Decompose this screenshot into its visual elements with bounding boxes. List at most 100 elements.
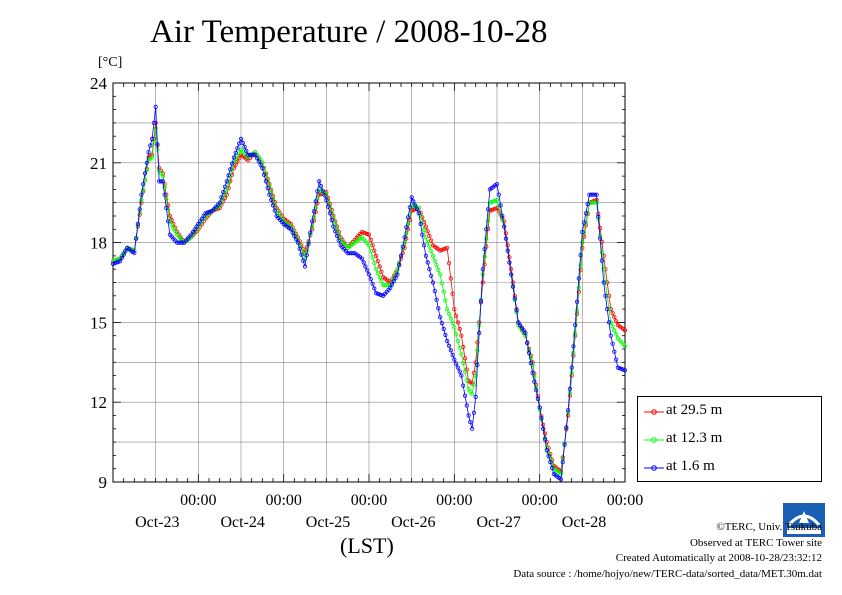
series-point-2 <box>162 192 167 197</box>
series-point-0 <box>622 328 628 333</box>
series-point-1 <box>141 188 146 193</box>
series-point-1 <box>142 178 148 183</box>
series-point-2 <box>350 251 356 256</box>
series-point-2 <box>359 256 364 261</box>
series-point-2 <box>594 192 599 197</box>
series-point-0 <box>503 231 508 236</box>
series-point-0 <box>427 233 432 238</box>
series-point-2 <box>462 393 468 398</box>
series-point-2 <box>544 447 549 453</box>
series-point-2 <box>581 220 587 225</box>
series-point-0 <box>359 229 364 235</box>
x-tick-label-date: Oct-28 <box>562 514 606 531</box>
series-point-2 <box>514 308 519 313</box>
series-point-1 <box>304 248 309 253</box>
series-point-1 <box>311 215 316 220</box>
series-point-2 <box>233 150 238 155</box>
series-point-0 <box>453 313 459 318</box>
series-point-2 <box>269 197 274 203</box>
series-point-2 <box>439 320 444 326</box>
series-point-1 <box>528 355 533 360</box>
x-tick-label-date: Oct-25 <box>306 514 350 531</box>
series-point-1 <box>459 352 464 357</box>
series-point-2 <box>571 344 576 349</box>
series-point-0 <box>491 207 496 212</box>
series-point-2 <box>427 267 432 272</box>
series-point-2 <box>420 232 425 237</box>
chart-title: Air Temperature / 2008-10-28 <box>150 14 548 50</box>
series-point-2 <box>525 340 530 346</box>
series-point-2 <box>221 190 226 195</box>
series-point-1 <box>169 222 174 227</box>
series-point-2 <box>395 272 400 277</box>
series-point-2 <box>528 360 533 366</box>
x-tick-label-time: 00:00 <box>180 492 216 509</box>
series-point-2 <box>160 179 165 184</box>
series-point-1 <box>446 311 452 316</box>
series-point-2 <box>574 299 580 304</box>
series-point-2 <box>292 233 297 238</box>
series-point-2 <box>301 258 306 263</box>
series-point-1 <box>482 254 487 259</box>
series-point-1 <box>150 155 155 160</box>
series-point-0 <box>379 269 384 274</box>
series-point-2 <box>421 243 427 248</box>
series-point-2 <box>308 230 313 235</box>
series-point-2 <box>311 209 316 214</box>
y-tick-label: 24 <box>90 74 108 93</box>
series-point-2 <box>480 267 485 272</box>
chart-legend: at 29.5 m at 12.3 m at 1.6 m <box>637 396 822 482</box>
series-point-2 <box>526 350 532 356</box>
series-point-1 <box>379 279 384 284</box>
legend-label: at 12.3 m <box>666 430 723 446</box>
series-point-2 <box>203 211 208 216</box>
series-point-1 <box>441 289 446 294</box>
series-point-0 <box>373 253 379 258</box>
legend-item-12-3m: at 12.3 m <box>638 430 821 450</box>
series-point-2 <box>322 193 327 198</box>
series-point-2 <box>388 285 393 290</box>
series-point-0 <box>448 276 453 281</box>
series-point-2 <box>475 362 480 368</box>
series-point-2 <box>583 211 589 216</box>
series-point-2 <box>148 143 153 148</box>
series-point-2 <box>459 373 464 378</box>
series-point-1 <box>439 281 444 286</box>
terc-logo-icon <box>783 503 825 537</box>
series-point-1 <box>574 308 580 313</box>
observed-text: Observed at TERC Tower site <box>689 536 822 549</box>
series-point-2 <box>535 396 541 401</box>
series-point-2 <box>416 211 421 216</box>
series-point-0 <box>475 340 480 345</box>
series-point-2 <box>397 263 402 268</box>
series-point-2 <box>363 264 368 269</box>
series-point-2 <box>306 241 311 246</box>
x-tick-label-date: Oct-24 <box>220 514 264 531</box>
series-point-2 <box>560 459 565 465</box>
series-point-2 <box>507 260 512 265</box>
series-point-2 <box>400 244 405 249</box>
series-point-0 <box>613 318 619 324</box>
series-point-1 <box>164 196 169 201</box>
series-point-0 <box>505 243 510 248</box>
series-point-2 <box>404 225 409 230</box>
series-point-0 <box>450 291 455 296</box>
series-point-1 <box>423 235 428 240</box>
series-point-2 <box>263 179 268 184</box>
series-point-1 <box>485 218 491 223</box>
series-point-2 <box>372 286 377 291</box>
series-point-0 <box>480 280 485 285</box>
series-point-0 <box>368 237 373 242</box>
series-point-1 <box>464 378 469 383</box>
series-point-2 <box>231 155 236 160</box>
series-point-2 <box>155 142 160 147</box>
y-tick-label: 15 <box>90 313 107 332</box>
series-point-2 <box>254 156 260 161</box>
series-point-2 <box>548 459 553 465</box>
series-point-2 <box>288 227 293 232</box>
series-point-2 <box>253 152 258 157</box>
series-point-2 <box>562 442 567 447</box>
legend-marker-red <box>644 409 664 415</box>
series-point-2 <box>222 184 228 189</box>
